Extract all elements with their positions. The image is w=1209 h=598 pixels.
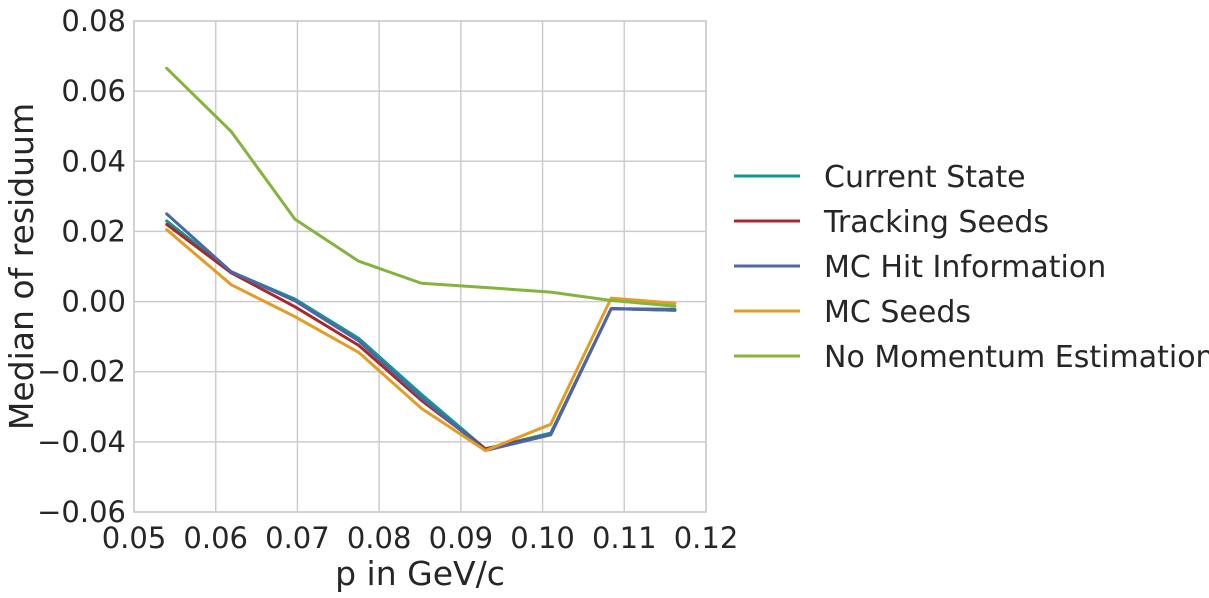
legend-label: MC Hit Information <box>824 250 1106 285</box>
y-tick-labels: 0.08 0.06 0.04 0.02 0.00 −0.02 −0.04 −0.06 <box>37 4 126 529</box>
x-tick-label: 0.06 <box>183 521 248 555</box>
legend-item: MC Hit Information <box>734 250 1106 285</box>
x-tick-label: 0.05 <box>102 521 167 555</box>
series-line-mc-seeds <box>165 228 677 453</box>
series-line-no-momentum-estimation <box>165 66 677 308</box>
legend-item: Current State <box>734 160 1026 195</box>
x-tick-label: 0.07 <box>265 521 330 555</box>
x-axis-label: p in GeV/c <box>335 554 505 593</box>
y-tick-label: 0.02 <box>61 214 126 248</box>
legend-label: MC Seeds <box>824 295 971 330</box>
y-tick-label: −0.02 <box>37 355 126 389</box>
y-tick-label: 0.08 <box>61 4 126 38</box>
plot-frame <box>133 20 707 513</box>
legend-item: MC Seeds <box>734 295 971 330</box>
legend-item: Tracking Seeds <box>734 205 1049 240</box>
x-tick-labels: 0.05 0.06 0.07 0.08 0.09 0.10 0.11 0.12 <box>102 521 739 555</box>
x-tick-label: 0.10 <box>510 521 575 555</box>
x-tick-label: 0.11 <box>592 521 657 555</box>
legend: Current State Tracking Seeds MC Hit Inform… <box>734 160 1209 375</box>
y-axis-label: Median of residuum <box>2 103 41 430</box>
legend-label: Current State <box>824 160 1026 195</box>
x-tick-label: 0.08 <box>347 521 412 555</box>
series-lines <box>165 66 677 453</box>
grid <box>133 20 707 513</box>
y-tick-label: 0.04 <box>61 144 126 178</box>
x-tick-label: 0.12 <box>674 521 739 555</box>
y-tick-label: −0.04 <box>37 425 126 459</box>
x-tick-label: 0.09 <box>429 521 494 555</box>
legend-item: No Momentum Estimation <box>734 340 1209 375</box>
y-tick-label: 0.00 <box>61 285 126 319</box>
legend-label: No Momentum Estimation <box>824 340 1209 375</box>
y-tick-label: −0.06 <box>37 495 126 529</box>
y-tick-label: 0.06 <box>61 74 126 108</box>
legend-label: Tracking Seeds <box>823 205 1049 240</box>
series-line-mc-hit-information <box>165 212 677 453</box>
